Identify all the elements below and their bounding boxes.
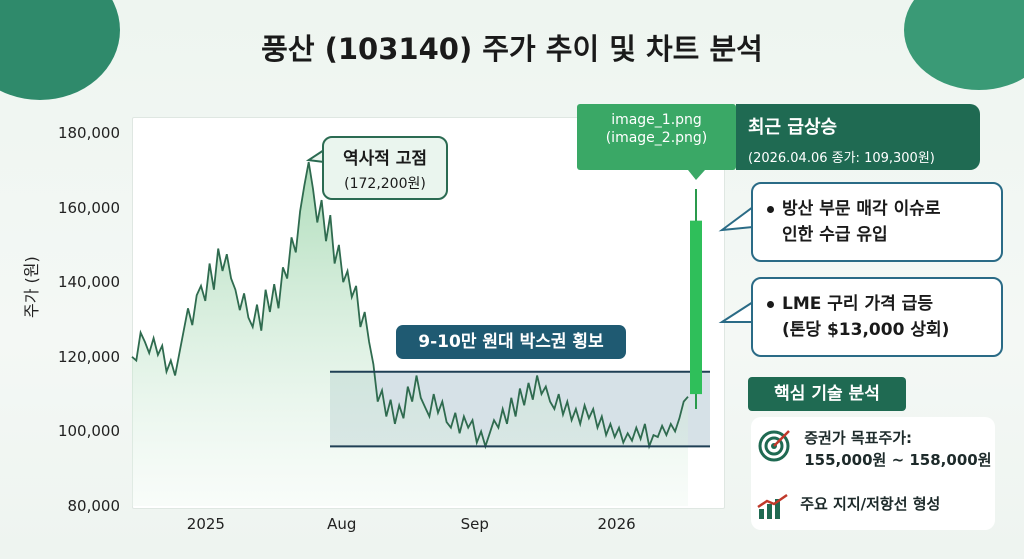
y-tick-label: 160,000 <box>57 198 120 217</box>
tech-analysis-header: 핵심 기술 분석 <box>748 377 906 411</box>
reason-2-pointer <box>718 300 754 323</box>
target-price-value: 155,000원 ~ 158,000원 <box>804 451 992 469</box>
peak-title: 역사적 고점 <box>342 149 428 169</box>
target-icon <box>758 430 790 462</box>
tech-analysis-box: 증권가 목표주가: 155,000원 ~ 158,000원 주요 지지/저항선 … <box>751 417 995 530</box>
surge-subtitle: (2026.04.06 종가: 109,300원) <box>748 151 935 166</box>
x-tick-label: Sep <box>460 515 489 533</box>
y-tick-label: 80,000 <box>67 497 121 515</box>
surge-banner: 최근 급상승 (2026.04.06 종가: 109,300원) <box>736 104 980 170</box>
reason-2-line1: LME 구리 가격 급등 <box>782 294 933 314</box>
bullet-icon <box>767 300 774 308</box>
reason-1-card: 방산 부문 매각 이슈로 인한 수급 유입 <box>751 182 1003 262</box>
reason-1-line1: 방산 부문 매각 이슈로 <box>782 199 941 219</box>
y-tick-label: 180,000 <box>57 124 120 142</box>
image-tag-1: image_1.png <box>611 112 702 128</box>
page-title: 풍산 (103140) 주가 추이 및 차트 분석 <box>261 32 763 66</box>
image-tag-pointer <box>688 170 705 180</box>
peak-callout: 역사적 고점 (172,200원) <box>322 136 448 200</box>
support-resistance-label: 주요 지지/저항선 형성 <box>800 495 941 513</box>
bullet-icon <box>767 205 774 213</box>
image-tag-2: (image_2.png) <box>605 130 708 146</box>
reason-1-line2: 인한 수급 유입 <box>782 225 888 245</box>
reason-2-line2: (톤당 $13,000 상회) <box>782 320 950 340</box>
range-box-label: 9-10만 원대 박스권 횡보 <box>396 325 626 359</box>
bar-chart-icon <box>757 493 788 519</box>
peak-value: (172,200원) <box>344 176 426 192</box>
candle-body <box>690 220 702 395</box>
price-line <box>131 161 689 450</box>
target-price-label: 증권가 목표주가: <box>804 429 913 447</box>
reason-2-card: LME 구리 가격 급등 (톤당 $13,000 상회) <box>751 277 1003 357</box>
y-tick-label: 140,000 <box>57 273 120 292</box>
y-tick-label: 120,000 <box>57 347 120 366</box>
surge-title: 최근 급상승 <box>748 117 838 138</box>
y-tick-label: 100,000 <box>57 422 120 441</box>
reason-1-pointer <box>718 205 754 232</box>
x-tick-label: Aug <box>327 515 357 533</box>
image-tag: image_1.png (image_2.png) <box>577 104 736 170</box>
price-area <box>132 162 688 506</box>
x-tick-label: 2026 <box>597 515 636 533</box>
x-tick-label: 2025 <box>186 515 225 533</box>
